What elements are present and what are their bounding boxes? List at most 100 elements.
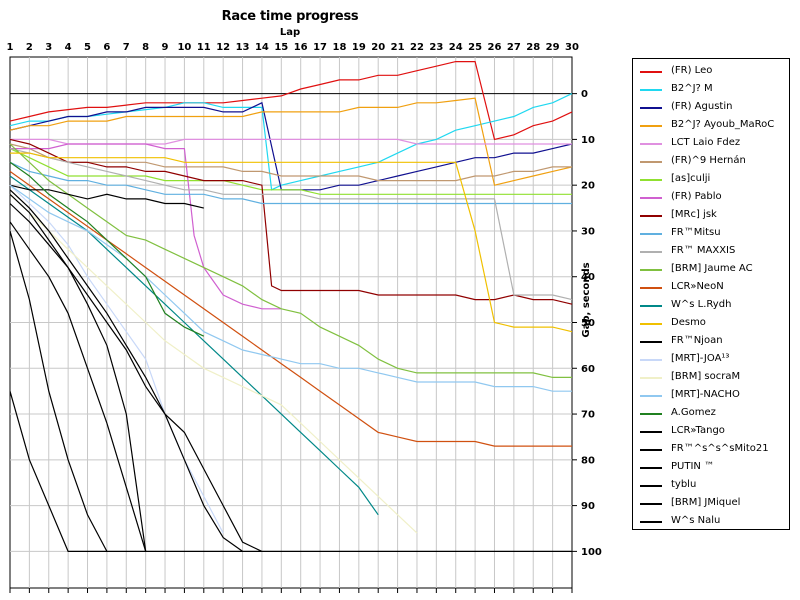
legend-item: (FR) Pablo — [633, 189, 789, 207]
series-line-fr-9-hern-n — [9, 143, 572, 182]
y-tick-label: 40 — [581, 272, 595, 283]
legend-label: (FR)^9 Hernán — [671, 155, 746, 166]
x-tick-label: 5 — [84, 42, 91, 53]
series-line-fr-leo — [9, 60, 573, 141]
x-tick-label: 9 — [162, 42, 169, 53]
legend-label: FR™^s^s^sMito21 — [671, 443, 769, 454]
legend-item: FR™^s^s^sMito21 — [633, 441, 789, 459]
legend-label: LCR»Tango — [671, 425, 725, 436]
legend-swatch — [640, 179, 662, 181]
series-line-tyblu — [9, 230, 108, 552]
legend-label: [MRc] jsk — [671, 209, 717, 220]
series-line-b2-j-m — [9, 93, 573, 191]
y-tick-label: 50 — [581, 318, 595, 329]
x-tick-label: 18 — [332, 42, 346, 53]
legend-swatch — [640, 143, 662, 145]
x-tick-label: 12 — [216, 42, 230, 53]
series-line-lcr-tango — [9, 189, 243, 552]
y-tick-label: 10 — [581, 135, 595, 146]
x-tick-label: 28 — [526, 42, 540, 53]
legend-label: Desmo — [671, 317, 706, 328]
legend-swatch — [640, 125, 662, 127]
legend-swatch — [640, 215, 662, 217]
legend-swatch — [640, 413, 662, 415]
legend-item: tyblu — [633, 477, 789, 495]
x-tick-label: 17 — [313, 42, 327, 53]
legend-swatch — [640, 269, 662, 271]
legend-item: PUTIN ™ — [633, 459, 789, 477]
legend-item: [as]culji — [633, 171, 789, 189]
legend-item: FR™Njoan — [633, 333, 789, 351]
y-tick-label: 100 — [581, 547, 602, 558]
legend-swatch — [640, 377, 662, 379]
x-tick-label: 16 — [294, 42, 308, 53]
legend-label: W^s L.Rydh — [671, 299, 732, 310]
legend-swatch — [640, 107, 662, 109]
legend-swatch — [640, 467, 662, 469]
x-tick-label: 29 — [546, 42, 560, 53]
legend-label: B2^J? M — [671, 83, 713, 94]
series-line-fr-maxxis — [9, 148, 573, 301]
x-axis-label: Lap — [279, 27, 301, 38]
y-tick-label: 70 — [581, 410, 595, 421]
y-tick-label: 30 — [581, 226, 595, 237]
legend-label: [BRM] socraM — [671, 371, 741, 382]
legend-label: PUTIN ™ — [671, 461, 715, 472]
x-tick-label: 2 — [26, 42, 33, 53]
legend-swatch — [640, 359, 662, 361]
legend-swatch — [640, 305, 662, 307]
x-tick-label: 7 — [123, 42, 130, 53]
legend-label: [as]culji — [671, 173, 711, 184]
legend-label: [BRM] Jaume AC — [671, 263, 753, 274]
legend-label: LCT Laio Fdez — [671, 137, 741, 148]
legend-item: [MRT]-JOA¹³ — [633, 351, 789, 369]
legend-swatch — [640, 71, 662, 73]
legend-label: FR™Njoan — [671, 335, 723, 346]
legend-label: tyblu — [671, 479, 697, 490]
y-tick-label: 20 — [581, 181, 595, 192]
legend-item: W^s Nalu — [633, 513, 789, 531]
legend-item: [MRc] jsk — [633, 207, 789, 225]
series-line-fr-mitsu — [9, 161, 572, 205]
x-tick-label: 27 — [507, 42, 521, 53]
series-line-mrc-jsk — [9, 138, 573, 305]
legend: (FR) Leo B2^J? M (FR) Agustin B2^J? Ayoub_M… — [632, 58, 790, 530]
series-line-desmo — [10, 152, 573, 333]
series-line-brm-jmiquel — [9, 391, 572, 553]
x-tick-label: 14 — [255, 42, 269, 53]
legend-swatch — [640, 449, 662, 451]
legend-label: W^s Nalu — [671, 515, 721, 526]
x-tick-label: 4 — [65, 42, 72, 53]
series-line-brm-jaume-ac — [9, 143, 572, 378]
x-tick-label: 3 — [45, 42, 52, 53]
legend-swatch — [640, 503, 662, 505]
legend-swatch — [640, 521, 662, 523]
x-tick-label: 30 — [565, 42, 579, 53]
x-tick-label: 1 — [7, 42, 14, 53]
x-tick-label: 6 — [103, 42, 110, 53]
series-line-b2-j-ayoub-maroc — [9, 97, 573, 186]
legend-swatch — [640, 89, 662, 91]
legend-item: LCT Laio Fdez — [633, 135, 789, 153]
y-tick-label: 90 — [581, 501, 595, 512]
legend-item: A.Gomez — [633, 405, 789, 423]
legend-item: B2^J? Ayoub_MaRoC — [633, 117, 789, 135]
legend-swatch — [640, 233, 662, 235]
series-line-fr-s-s-smito21 — [9, 203, 263, 552]
series-line-putin — [9, 221, 147, 552]
x-tick-label: 11 — [197, 42, 211, 53]
series-line-mrt-nacho — [9, 184, 572, 392]
legend-swatch — [640, 431, 662, 433]
legend-label: (FR) Agustin — [671, 101, 733, 112]
x-tick-label: 21 — [391, 42, 405, 53]
x-tick-label: 10 — [177, 42, 191, 53]
x-tick-label: 24 — [449, 42, 463, 53]
series-line-as-culji — [9, 148, 572, 195]
legend-item: (FR) Leo — [633, 63, 789, 81]
series-line-brm-socram — [9, 193, 418, 534]
legend-item: FR™Mitsu — [633, 225, 789, 243]
legend-item: (FR) Agustin — [633, 99, 789, 117]
legend-label: (FR) Leo — [671, 65, 713, 76]
series-line-fr-njoan — [9, 184, 204, 209]
legend-label: FR™ MAXXIS — [671, 245, 736, 256]
